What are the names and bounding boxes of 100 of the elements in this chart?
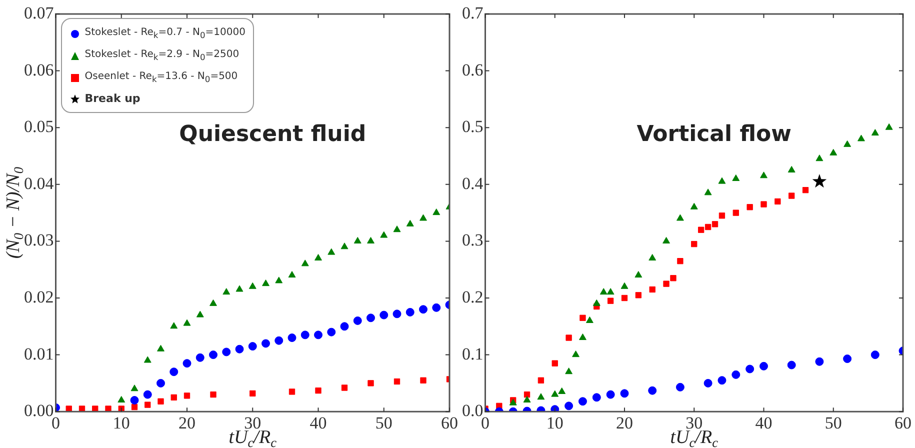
point <box>788 192 795 199</box>
point <box>676 382 684 392</box>
point <box>676 214 684 221</box>
point <box>262 339 270 348</box>
y-tick-label: 0.03 <box>24 230 54 250</box>
point <box>663 280 670 287</box>
point <box>314 330 322 340</box>
x-tick-label: 50 <box>824 413 842 432</box>
x-tick-label: 40 <box>755 413 772 432</box>
point <box>222 288 230 295</box>
point <box>746 364 754 374</box>
point <box>648 386 657 395</box>
y-tick-label: 0.7 <box>462 3 484 22</box>
point <box>732 370 740 379</box>
point <box>870 350 880 360</box>
legend-label: Oseenlet - Re$_{k}$=13.6 - N$_{0}$=500 <box>84 70 238 86</box>
point <box>340 322 349 331</box>
point <box>635 292 642 298</box>
point <box>406 220 414 226</box>
point <box>592 393 601 402</box>
point <box>275 276 283 284</box>
point <box>248 282 256 289</box>
point <box>812 174 827 188</box>
point <box>353 316 362 325</box>
point <box>393 226 401 232</box>
point <box>184 392 190 399</box>
point <box>130 384 138 392</box>
point <box>746 204 753 210</box>
point <box>690 202 698 210</box>
x-tick-label: 60 <box>894 413 912 432</box>
point <box>558 387 566 394</box>
point <box>774 198 781 205</box>
point <box>552 360 558 366</box>
point <box>566 334 572 341</box>
x-tick-label: 60 <box>441 413 458 432</box>
legend-label: Stokeslet - Re$_{k}$=0.7 - N$_{0}$=10000 <box>84 26 246 42</box>
point <box>301 260 309 266</box>
text: Quiescent fluid <box>179 122 366 147</box>
point <box>885 123 893 130</box>
point <box>830 148 838 156</box>
y-tick-label: 0.05 <box>24 117 54 136</box>
y-tick-label: 0.2 <box>462 287 484 306</box>
point <box>578 397 587 406</box>
legend-label: Stokeslet - Re$_{k}$=2.9 - N$_{0}$=2500 <box>84 48 240 64</box>
y-tick-label: 0.00 <box>24 401 54 420</box>
point <box>677 258 684 264</box>
point <box>524 391 530 398</box>
point <box>288 271 296 278</box>
legend-label: Break up <box>84 91 140 107</box>
point <box>367 236 374 244</box>
point <box>592 299 600 306</box>
point <box>718 177 726 184</box>
point <box>858 134 865 142</box>
point <box>580 314 586 321</box>
point <box>314 254 322 260</box>
point <box>235 344 244 354</box>
point <box>704 224 712 230</box>
point <box>843 354 852 364</box>
point <box>420 214 427 221</box>
point <box>118 396 126 402</box>
point <box>196 353 204 362</box>
point <box>248 342 257 351</box>
point <box>236 285 244 292</box>
point <box>550 405 560 412</box>
point <box>182 359 192 368</box>
y-tick-label: 0.0 <box>462 401 484 420</box>
point <box>170 368 178 376</box>
y-tick-label: 0.01 <box>24 344 54 364</box>
point <box>670 275 676 282</box>
point <box>760 201 767 208</box>
point <box>288 388 296 395</box>
point <box>718 212 726 219</box>
point <box>606 390 615 399</box>
point <box>538 377 544 384</box>
point <box>222 348 231 356</box>
x-tick-label: 10 <box>546 413 564 432</box>
point <box>341 384 348 391</box>
x-tick-label: 20 <box>616 413 633 432</box>
point <box>634 271 642 278</box>
point <box>537 393 545 400</box>
point <box>565 368 573 374</box>
x-tick-label: 0 <box>481 413 490 432</box>
point <box>209 350 218 360</box>
point <box>420 377 426 384</box>
point <box>419 305 428 314</box>
point <box>340 242 348 250</box>
point <box>579 334 586 340</box>
point <box>704 188 712 196</box>
point <box>572 350 580 358</box>
y-tick-label: 0.3 <box>462 230 484 250</box>
point <box>704 378 712 388</box>
point <box>144 356 152 363</box>
point <box>432 303 441 312</box>
point <box>815 357 824 366</box>
point <box>802 187 809 194</box>
point <box>170 394 177 400</box>
point <box>315 388 322 394</box>
point <box>368 380 374 386</box>
point <box>156 378 165 388</box>
y-tick-label: 0.6 <box>462 60 484 80</box>
